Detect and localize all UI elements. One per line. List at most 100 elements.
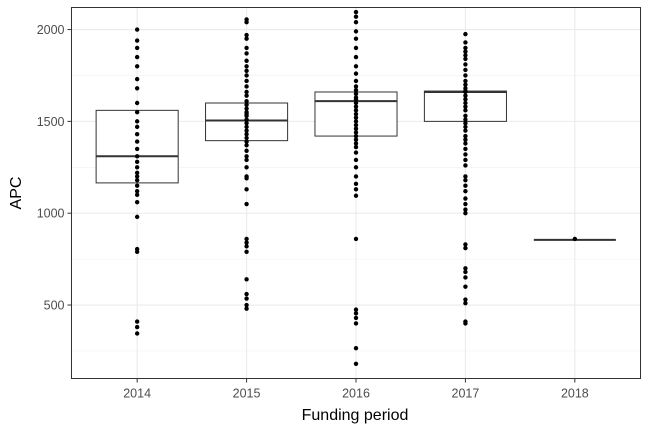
data-point-2015	[244, 98, 249, 104]
data-point-2015	[244, 19, 249, 25]
data-point-2015	[244, 124, 249, 130]
data-point-2016	[353, 130, 359, 135]
data-point-2016	[353, 150, 359, 155]
data-point-2016	[353, 19, 359, 25]
data-point-2014	[134, 165, 140, 170]
data-point-2015	[244, 89, 249, 95]
data-point-2015	[244, 176, 249, 181]
data-point-2015	[244, 45, 249, 51]
x-axis-title: Funding period	[302, 407, 409, 424]
point-layer	[134, 9, 578, 367]
data-point-2017	[463, 104, 468, 109]
x-tick-label: 2018	[561, 387, 589, 401]
data-point-2016	[353, 45, 359, 51]
x-tick-label: 2017	[452, 387, 480, 401]
data-point-2017	[463, 163, 468, 168]
data-point-2014	[134, 27, 140, 32]
data-point-2016	[353, 104, 359, 109]
data-point-2017	[463, 196, 468, 201]
data-point-2015	[244, 240, 249, 245]
data-point-2015	[244, 302, 249, 308]
data-point-2017	[463, 297, 468, 302]
data-point-2016	[353, 157, 359, 163]
data-point-2014	[134, 192, 140, 198]
data-point-2015	[244, 117, 249, 122]
data-point-2016	[353, 144, 359, 150]
data-point-2017	[463, 157, 468, 163]
data-point-2017	[463, 242, 468, 247]
data-point-2014	[134, 146, 140, 152]
data-point-2016	[353, 193, 359, 198]
data-point-2017	[463, 284, 468, 289]
data-point-2017	[463, 121, 468, 126]
data-point-2017	[463, 89, 468, 95]
data-point-2017	[463, 211, 468, 216]
data-point-2014	[134, 324, 140, 330]
data-point-2017	[463, 124, 468, 130]
data-point-2017	[463, 300, 468, 306]
data-point-2017	[463, 321, 468, 326]
data-point-2015	[244, 64, 249, 69]
data-point-2014	[134, 45, 140, 51]
data-point-2017	[463, 177, 468, 183]
data-point-2016	[353, 187, 359, 192]
data-point-2015	[244, 128, 249, 133]
x-tick-label: 2016	[342, 387, 370, 401]
data-point-2015	[244, 143, 249, 148]
data-point-2015	[244, 165, 249, 170]
data-point-2015	[244, 157, 249, 163]
data-point-2015	[244, 51, 249, 56]
data-point-2014	[134, 319, 140, 324]
data-point-2017	[463, 269, 468, 275]
y-tick-label: 1500	[37, 115, 65, 129]
data-point-2015	[244, 106, 249, 111]
data-point-2015	[244, 154, 249, 159]
data-point-2017	[463, 146, 468, 152]
data-point-2017	[463, 141, 468, 146]
data-point-2016	[353, 307, 359, 312]
data-point-2017	[463, 108, 468, 113]
data-point-2016	[353, 122, 359, 128]
data-point-2014	[134, 124, 140, 130]
data-point-2017	[463, 266, 468, 271]
y-tick-label: 500	[44, 299, 65, 313]
data-point-2014	[134, 119, 140, 124]
data-point-2016	[353, 14, 359, 19]
data-point-2017	[463, 188, 468, 194]
data-point-2014	[134, 54, 140, 60]
data-point-2014	[134, 183, 140, 188]
data-point-2015	[244, 236, 249, 242]
data-point-2016	[353, 315, 359, 321]
data-point-2017	[463, 183, 468, 188]
data-point-2016	[353, 174, 359, 179]
data-point-2015	[244, 36, 249, 41]
data-point-2015	[244, 102, 249, 108]
data-point-2017	[463, 137, 468, 142]
data-point-2015	[244, 73, 249, 78]
data-point-2015	[244, 32, 249, 38]
data-point-2014	[134, 214, 140, 220]
data-point-2016	[353, 9, 359, 15]
data-point-2016	[353, 36, 359, 41]
data-point-2017	[463, 62, 468, 67]
data-point-2015	[244, 132, 249, 137]
data-point-2016	[353, 64, 359, 69]
data-point-2015	[244, 121, 249, 126]
data-point-2017	[463, 93, 468, 98]
data-point-2014	[134, 170, 140, 175]
data-point-2017	[463, 82, 468, 87]
data-point-2014	[134, 139, 140, 144]
data-point-2016	[353, 78, 359, 84]
data-point-2017	[463, 67, 468, 73]
axis-layer: 500 1000 1500 2000 2014 2015 2016 2017 2018	[37, 23, 589, 400]
x-tick-label: 2014	[123, 387, 151, 401]
data-point-2016	[353, 84, 359, 89]
data-point-2017	[463, 113, 468, 119]
data-point-2017	[463, 117, 468, 122]
data-point-2017	[463, 152, 468, 157]
data-point-2016	[353, 54, 359, 60]
data-point-2016	[353, 181, 359, 187]
data-point-2016	[353, 71, 359, 76]
data-point-2018	[572, 236, 578, 242]
